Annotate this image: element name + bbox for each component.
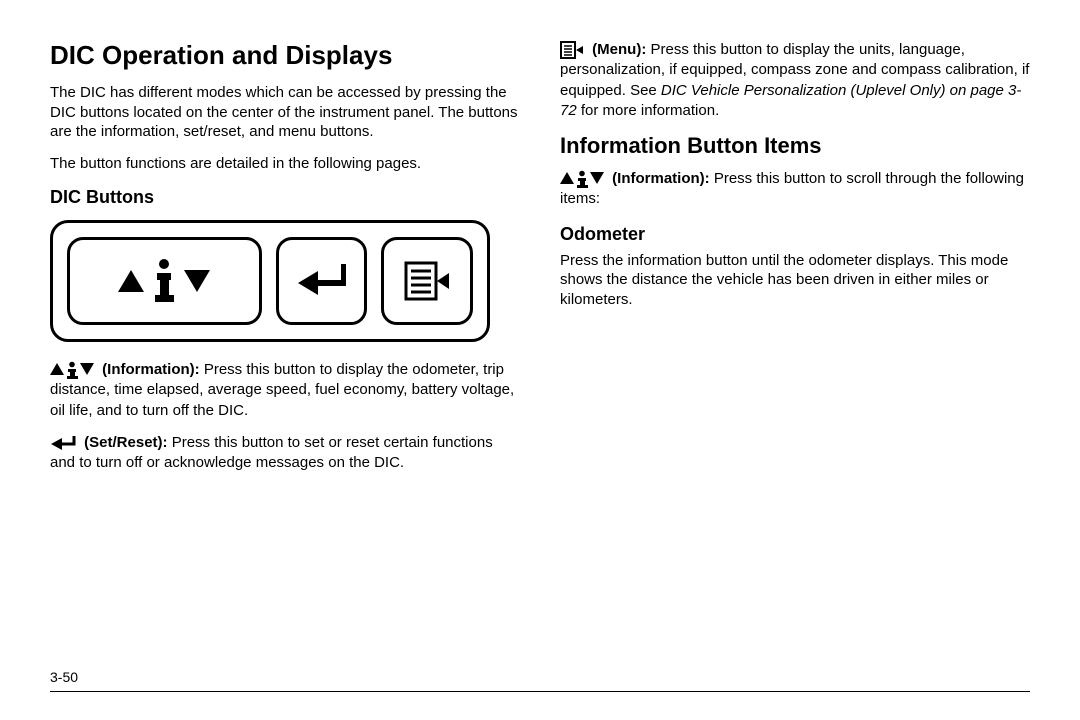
footer-rule: [50, 691, 1030, 692]
menu-label: (Menu):: [592, 41, 646, 58]
menu-after-text: for more information.: [581, 102, 719, 119]
information-paragraph: (Information): Press this button to disp…: [50, 360, 520, 421]
info2-label: (Information):: [612, 170, 709, 187]
page-footer: 3-50: [50, 669, 1030, 692]
information2-paragraph: (Information): Press this button to scro…: [560, 169, 1030, 210]
odometer-heading: Odometer: [560, 224, 1030, 245]
panel-info-button: [67, 237, 262, 325]
menu-icon-small: [560, 41, 584, 59]
info-i-icon: [152, 259, 176, 303]
panel-menu-button: [381, 237, 473, 325]
left-column: DIC Operation and Displays The DIC has d…: [50, 40, 520, 485]
info-icon-small-2: [560, 170, 604, 188]
page-title: DIC Operation and Displays: [50, 40, 520, 71]
return-arrow-icon: [296, 261, 346, 301]
setreset-paragraph: (Set/Reset): Press this button to set or…: [50, 433, 520, 474]
dic-button-panel: [50, 220, 490, 342]
return-icon-small: [50, 434, 76, 452]
page-number: 3-50: [50, 669, 78, 685]
odometer-text: Press the information button until the o…: [560, 251, 1030, 310]
panel-setreset-button: [276, 237, 368, 325]
dic-buttons-heading: DIC Buttons: [50, 187, 520, 208]
up-triangle-icon: [118, 270, 144, 292]
menu-page-icon: [404, 261, 450, 301]
intro-paragraph-2: The button functions are detailed in the…: [50, 154, 520, 174]
info-label: (Information):: [102, 361, 199, 378]
info-button-items-heading: Information Button Items: [560, 133, 1030, 159]
right-column: (Menu): Press this button to display the…: [560, 40, 1030, 485]
down-triangle-icon: [184, 270, 210, 292]
setreset-label: (Set/Reset):: [84, 434, 167, 451]
intro-paragraph-1: The DIC has different modes which can be…: [50, 83, 520, 142]
menu-paragraph: (Menu): Press this button to display the…: [560, 40, 1030, 121]
info-icon-small: [50, 361, 94, 379]
